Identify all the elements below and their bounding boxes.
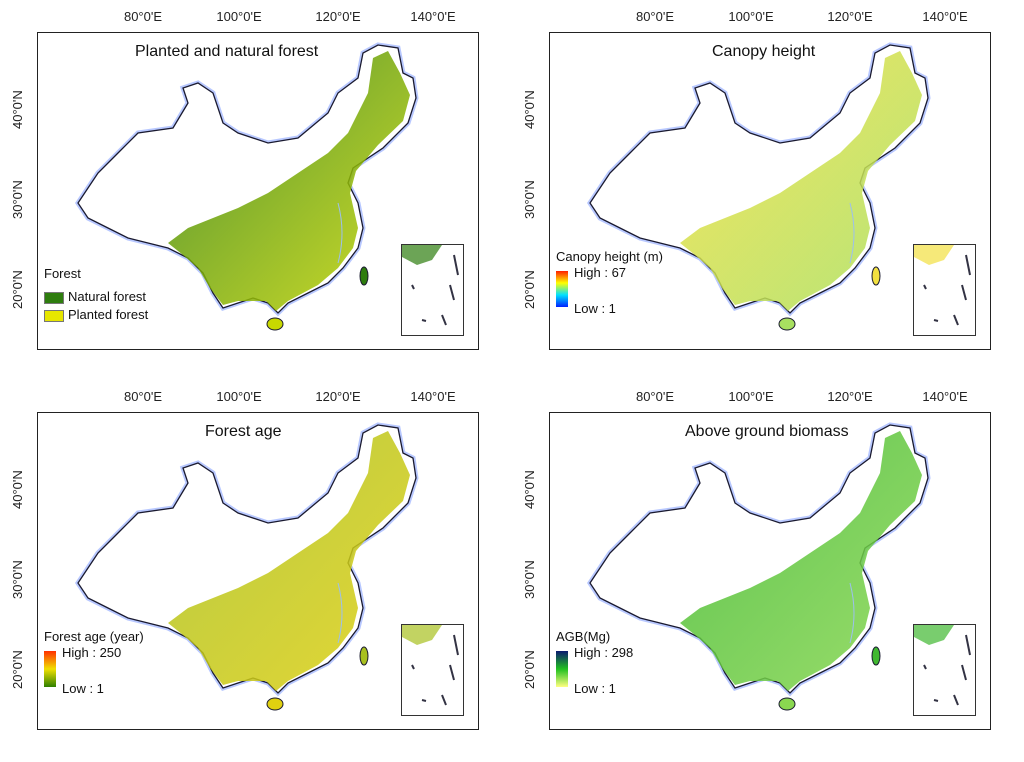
- legend-label: Planted forest: [68, 307, 149, 322]
- legend-swatch: [44, 309, 64, 322]
- legend-title: Canopy height (m): [556, 249, 663, 264]
- legend: Canopy height (m) High : 67 Low : 1: [556, 249, 686, 319]
- legend-item: Planted forest: [44, 307, 148, 322]
- x-tick-label: 140°0'E: [922, 389, 968, 404]
- x-tick-label: 140°0'E: [922, 9, 968, 24]
- south-china-sea-inset: [913, 244, 976, 336]
- legend-label: Natural forest: [68, 289, 147, 304]
- south-china-sea-inset: [913, 624, 976, 716]
- forest-area: [168, 431, 410, 691]
- map-panel: Canopy height 80°0'E 100°0'E 120°0'E 140°0'E…: [522, 9, 991, 350]
- legend-low: Low : 1: [574, 301, 616, 316]
- south-china-sea-inset: [401, 624, 464, 716]
- y-tick-label: 40°0'N: [10, 470, 25, 509]
- panel-title: Canopy height: [712, 43, 816, 60]
- river: [849, 582, 855, 644]
- legend-high: High : 298: [574, 645, 634, 660]
- china-map: [586, 422, 931, 711]
- legend-high: High : 67: [574, 265, 627, 280]
- x-tick-label: 100°0'E: [216, 389, 262, 404]
- y-tick-label: 20°0'N: [522, 650, 537, 689]
- color-ramp: [556, 651, 568, 687]
- legend-title: AGB(Mg): [556, 629, 611, 644]
- hainan-island: [266, 317, 284, 331]
- river: [849, 202, 855, 264]
- taiwan-island: [871, 266, 881, 286]
- forest-area: [680, 431, 922, 691]
- hainan-island: [778, 317, 796, 331]
- y-tick-label: 40°0'N: [522, 90, 537, 129]
- x-tick-label: 100°0'E: [728, 389, 774, 404]
- x-tick-label: 80°0'E: [635, 9, 675, 24]
- legend: Forest age (year) High : 250 Low : 1: [44, 629, 174, 699]
- y-tick-label: 20°0'N: [522, 270, 537, 309]
- panel-title: Planted and natural forest: [135, 43, 319, 60]
- y-tick-label: 30°0'N: [10, 560, 25, 599]
- x-tick-label: 120°0'E: [827, 9, 873, 24]
- forest-area: [680, 51, 922, 311]
- x-tick-label: 80°0'E: [635, 389, 675, 404]
- taiwan-island: [359, 266, 369, 286]
- map-panel: Planted and natural forest 80°0'E 100°0'E 1…: [10, 9, 479, 350]
- x-tick-label: 100°0'E: [728, 9, 774, 24]
- china-map: [74, 422, 419, 711]
- x-tick-label: 120°0'E: [315, 9, 361, 24]
- legend: Forest Natural forest Planted forest: [44, 266, 148, 325]
- river: [337, 582, 343, 644]
- river: [337, 202, 343, 264]
- panel-title: Above ground biomass: [685, 423, 849, 440]
- taiwan-island: [871, 646, 881, 666]
- south-china-sea-inset: [401, 244, 464, 336]
- y-tick-label: 20°0'N: [10, 270, 25, 309]
- china-map: [586, 42, 931, 331]
- legend-low: Low : 1: [574, 681, 616, 696]
- legend-item: Natural forest: [44, 289, 148, 304]
- x-tick-label: 140°0'E: [410, 9, 456, 24]
- forest-area: [168, 51, 410, 311]
- x-tick-label: 100°0'E: [216, 9, 262, 24]
- china-map: [74, 42, 419, 331]
- x-tick-label: 140°0'E: [410, 389, 456, 404]
- color-ramp: [556, 271, 568, 307]
- y-tick-label: 30°0'N: [522, 560, 537, 599]
- legend: AGB(Mg) High : 298 Low : 1: [556, 629, 686, 699]
- y-tick-label: 20°0'N: [10, 650, 25, 689]
- hainan-island: [778, 697, 796, 711]
- legend-title: Forest age (year): [44, 629, 144, 644]
- x-tick-label: 120°0'E: [315, 389, 361, 404]
- color-ramp: [44, 651, 56, 687]
- x-tick-label: 120°0'E: [827, 389, 873, 404]
- legend-title: Forest: [44, 266, 81, 281]
- y-tick-label: 40°0'N: [10, 90, 25, 129]
- legend-high: High : 250: [62, 645, 122, 660]
- map-panel: Forest age 80°0'E 100°0'E 120°0'E 140°0'E 40°…: [10, 389, 479, 730]
- y-tick-label: 40°0'N: [522, 470, 537, 509]
- x-tick-label: 80°0'E: [123, 389, 163, 404]
- y-tick-label: 30°0'N: [10, 180, 25, 219]
- taiwan-island: [359, 646, 369, 666]
- y-tick-label: 30°0'N: [522, 180, 537, 219]
- x-tick-label: 80°0'E: [123, 9, 163, 24]
- panel-title: Forest age: [205, 423, 282, 440]
- map-panel: Above ground biomass 80°0'E 100°0'E 120°0'E…: [522, 389, 991, 730]
- legend-swatch: [44, 291, 64, 304]
- hainan-island: [266, 697, 284, 711]
- legend-low: Low : 1: [62, 681, 104, 696]
